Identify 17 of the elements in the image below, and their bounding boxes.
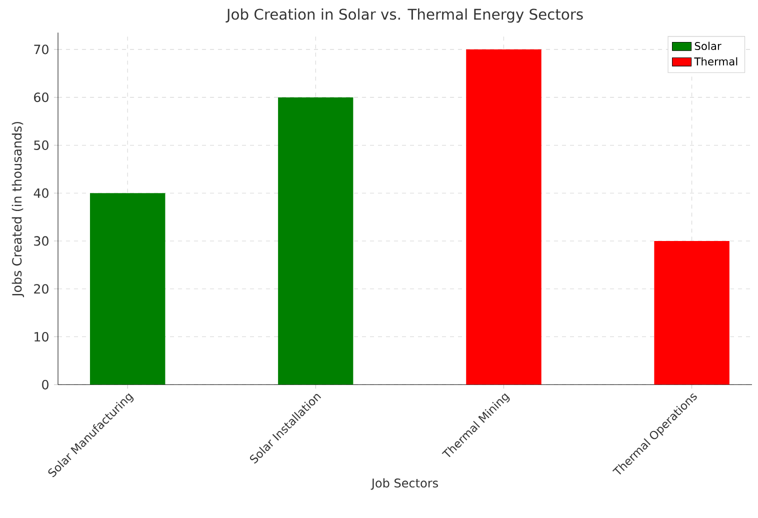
legend-label: Solar — [694, 42, 722, 50]
y-axis-title: Jobs Created (in thousands) — [12, 122, 24, 298]
y-tick-label: 10 — [34, 332, 48, 342]
bar — [90, 193, 166, 385]
y-tick-label: 60 — [34, 92, 48, 102]
chart-title: Job Creation in Solar vs. Thermal Energy Sectors — [226, 8, 583, 23]
y-tick-label: 30 — [34, 236, 48, 246]
y-tick-label: 20 — [34, 284, 48, 294]
bar — [654, 240, 730, 385]
y-tick-label: 70 — [34, 44, 48, 54]
y-tick-label: 40 — [34, 188, 48, 198]
y-tick-label: 50 — [34, 140, 48, 150]
x-axis-title: Job Sectors — [370, 478, 438, 490]
bar — [278, 97, 354, 385]
legend-label: Thermal — [694, 57, 738, 66]
y-tick-label: 0 — [42, 380, 48, 390]
bar — [466, 49, 542, 385]
